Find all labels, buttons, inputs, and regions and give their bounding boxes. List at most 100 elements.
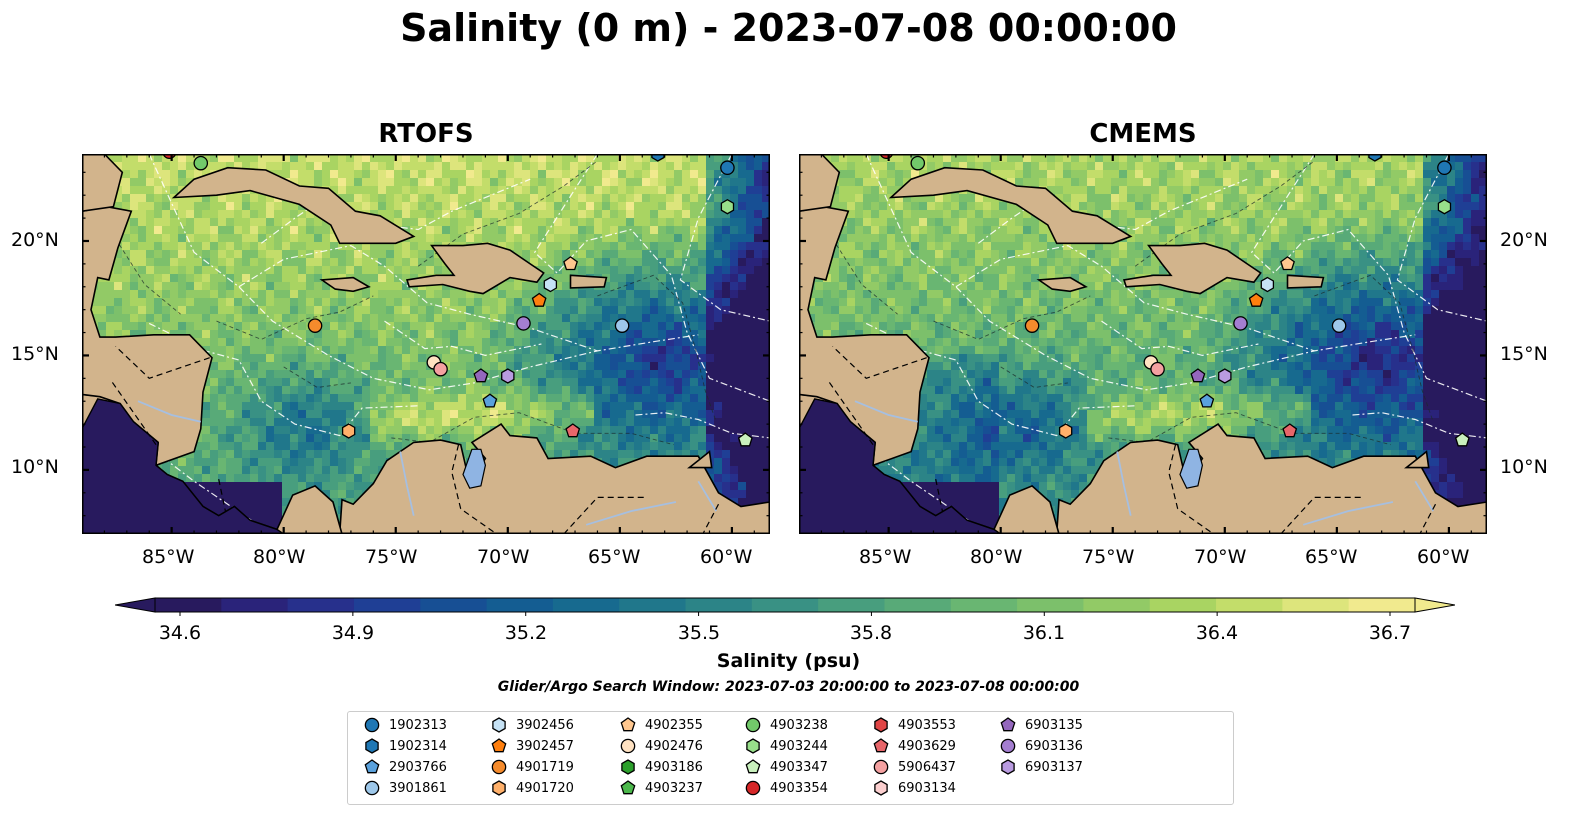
legend-item-1902314: 1902314 [363, 736, 447, 756]
legend-marker-circle-icon [873, 759, 889, 775]
float-marker-1902314 [651, 154, 665, 162]
lat-label-left-20: 20°N [11, 229, 59, 251]
land-southAmerica [1055, 423, 1487, 534]
legend-label: 6903134 [898, 780, 956, 796]
legend-symbol-2903766 [364, 759, 380, 774]
legend-label: 4903238 [770, 717, 828, 733]
legend-item-3901861: 3901861 [363, 778, 447, 798]
colorbar-tick-36-4: 36.4 [1195, 622, 1239, 644]
legend-symbol-4903629 [873, 738, 889, 753]
colorbar-tick-34-6: 34.6 [158, 622, 202, 644]
legend-marker-hexagon-icon [365, 738, 379, 754]
float-marker-6903137 [501, 368, 515, 384]
colorbar-bin [287, 598, 355, 612]
land-islandA [82, 154, 124, 213]
float-legend: 1902313 1902314 2903766 3901861 3902456 39024… [347, 711, 1234, 805]
legend-item-4902476: 4902476 [619, 736, 703, 756]
land-puertoRico [569, 274, 608, 289]
search-window-text: Glider/Argo Search Window: 2023-07-03 20… [497, 679, 1080, 695]
legend-symbol-6903137 [1001, 759, 1015, 775]
legend-symbol-4901720 [492, 780, 506, 796]
legend-item-6903134: 6903134 [872, 778, 956, 798]
legend-item-6903137: 6903137 [999, 757, 1083, 777]
land-puertoRico [1286, 274, 1325, 289]
lat-label-right-10: 10°N [1500, 456, 1548, 478]
legend-symbol-4903238 [745, 717, 761, 733]
legend-marker-pentagon-icon [745, 759, 761, 774]
legend-marker-circle-icon [491, 759, 507, 775]
colorbar-label: Salinity (psu) [716, 650, 861, 672]
float-marker-2903766 [482, 393, 498, 408]
legend-label: 4903629 [898, 738, 956, 754]
legend-label: 2903766 [389, 759, 447, 775]
float-marker-3902457 [531, 292, 547, 307]
land-cuba [171, 166, 416, 245]
lat-label-left-15: 15°N [11, 343, 59, 365]
land-trinidad [687, 450, 713, 469]
legend-marker-pentagon-icon [873, 738, 889, 753]
pacific-ocean [799, 398, 1002, 534]
legend-label: 4902355 [645, 717, 703, 733]
legend-marker-circle-icon [1000, 738, 1016, 754]
colorbar-tick-34-9: 34.9 [331, 622, 375, 644]
legend-symbol-1902314 [365, 738, 379, 754]
colorbar-bin [884, 598, 952, 612]
colorbar-bin [221, 598, 289, 612]
legend-label: 4903347 [770, 759, 828, 775]
colorbar-bin [1083, 598, 1151, 612]
float-marker-4903238 [193, 155, 209, 171]
colorbar-bin [1216, 598, 1283, 612]
legend-label: 4901719 [516, 759, 574, 775]
legend-label: 4903553 [898, 717, 956, 733]
rtofs-salinity-map [82, 154, 770, 534]
legend-item-1902313: 1902313 [363, 715, 447, 735]
colorbar-bin [486, 598, 554, 612]
lon-label-cmems-85: 85°W [859, 546, 912, 568]
legend-label: 4902476 [645, 738, 703, 754]
legend-item-4903629: 4903629 [872, 736, 956, 756]
colorbar-bin [353, 598, 421, 612]
figure-title: Salinity (0 m) - 2023-07-08 00:00:00 [400, 6, 1177, 50]
colorbar-bin [1149, 598, 1217, 612]
float-marker-6903135 [1190, 368, 1206, 383]
legend-marker-hexagon-icon [492, 780, 506, 796]
legend-label: 6903136 [1025, 738, 1083, 754]
float-marker-4903629 [565, 423, 581, 438]
colorbar-tick-35-5: 35.5 [677, 622, 721, 644]
float-marker-4903244 [720, 198, 735, 215]
legend-label: 3902456 [516, 717, 574, 733]
float-marker-4902355 [563, 256, 578, 271]
land-cuba [888, 166, 1133, 245]
legend-label: 4903354 [770, 780, 828, 796]
colorbar-bin [420, 598, 488, 612]
float-marker-1902313 [720, 160, 735, 176]
land-southAmerica [338, 423, 770, 534]
lon-label-cmems-70: 70°W [1194, 546, 1247, 568]
legend-item-6903136: 6903136 [999, 736, 1083, 756]
land-hispaniola [405, 242, 545, 295]
legend-item-4903354: 4903354 [744, 778, 828, 798]
float-marker-4901719 [307, 318, 323, 333]
float-marker-4902355 [1280, 256, 1295, 271]
legend-item-4903186: 4903186 [619, 757, 703, 777]
legend-marker-circle-icon [745, 780, 761, 796]
legend-label: 4901720 [516, 780, 574, 796]
colorbar-tick-36-1: 36.1 [1022, 622, 1066, 644]
legend-marker-hexagon-icon [492, 717, 506, 733]
land-jamaica [319, 276, 371, 293]
colorbar-bin [950, 598, 1018, 612]
lon-label-rtofs-75: 75°W [365, 546, 418, 568]
legend-item-5906437: 5906437 [872, 757, 956, 777]
float-marker-6903136 [516, 316, 531, 331]
colorbar-bin [155, 598, 222, 612]
lon-label-rtofs-85: 85°W [142, 546, 195, 568]
legend-item-3902457: 3902457 [490, 736, 574, 756]
legend-marker-pentagon-icon [491, 738, 507, 753]
colorbar-tick-35-2: 35.2 [504, 622, 548, 644]
legend-label: 4903186 [645, 759, 703, 775]
legend-marker-hexagon-icon [1001, 759, 1015, 775]
legend-marker-circle-icon [364, 717, 380, 733]
legend-item-4902355: 4902355 [619, 715, 703, 735]
colorbar-max-extension [1414, 597, 1455, 613]
float-marker-4901720 [341, 423, 356, 439]
